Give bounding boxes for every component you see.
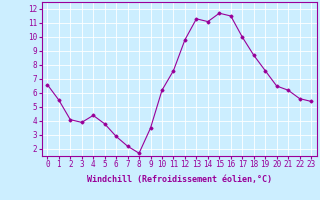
X-axis label: Windchill (Refroidissement éolien,°C): Windchill (Refroidissement éolien,°C) [87,175,272,184]
